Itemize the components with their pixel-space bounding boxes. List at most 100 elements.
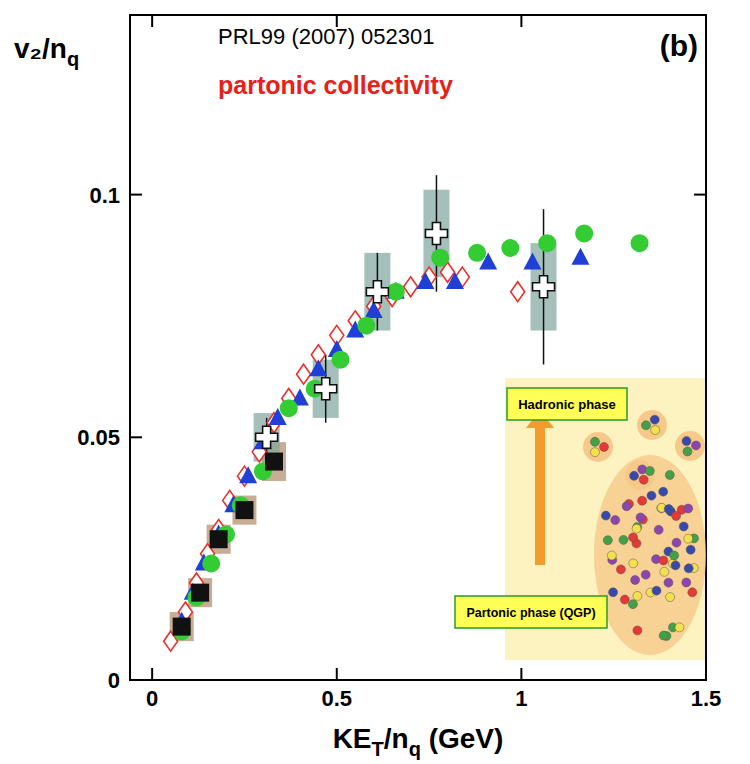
- point-circle: [357, 317, 375, 335]
- point-circle: [575, 224, 593, 242]
- quark: [607, 551, 616, 560]
- x-tick: [520, 668, 522, 680]
- point-circle: [431, 249, 449, 267]
- point-diamond-open: [511, 282, 525, 302]
- quark: [638, 496, 647, 505]
- quark: [684, 534, 693, 543]
- x-axis-title-part: (GeV): [421, 723, 503, 754]
- quark: [620, 595, 629, 604]
- qgp-blob: [594, 455, 706, 655]
- x-axis-title-part: KE: [333, 723, 372, 754]
- quark: [590, 437, 599, 446]
- point-diamond-open: [404, 277, 418, 297]
- quark: [629, 533, 638, 542]
- partonic-label: Partonic phase (QGP): [466, 606, 595, 620]
- quark: [672, 511, 681, 520]
- headline: partonic collectivity: [218, 71, 453, 99]
- quark: [688, 588, 697, 597]
- quark: [630, 471, 639, 480]
- quark: [659, 631, 668, 640]
- point-cross-open: [366, 281, 388, 303]
- point-circle: [501, 239, 519, 257]
- quark: [654, 525, 663, 534]
- quark: [666, 593, 675, 602]
- y-tick-right: [694, 679, 706, 681]
- quark: [670, 551, 679, 560]
- point-triangle: [523, 253, 541, 270]
- hadron-haze: [583, 432, 613, 462]
- y-axis-title: v₂/nq: [14, 33, 79, 70]
- x-tick: [336, 668, 338, 680]
- point-triangle: [365, 301, 383, 318]
- quark: [647, 491, 656, 500]
- x-tick-top: [520, 15, 522, 27]
- point-cross-open: [425, 222, 447, 244]
- y-tick-right: [694, 194, 706, 196]
- y-tick: [130, 194, 142, 196]
- x-tick: [151, 668, 153, 680]
- x-axis-title: KET/nq (GeV): [333, 723, 504, 760]
- quark: [601, 511, 610, 520]
- hadron-haze: [675, 431, 705, 461]
- systematic-box: [232, 496, 256, 525]
- quark: [665, 470, 674, 479]
- quark: [659, 556, 668, 565]
- point-circle: [631, 234, 649, 252]
- x-axis-title-part: T: [372, 738, 384, 760]
- point-diamond-open: [297, 364, 311, 384]
- x-tick-label: 0.5: [321, 686, 352, 711]
- quark: [650, 415, 659, 424]
- point-triangle: [571, 248, 589, 265]
- chart: 00.050.100.511.5v₂/nqKET/nq (GeV)Hadroni…: [0, 0, 750, 764]
- x-tick: [705, 668, 707, 680]
- quark: [672, 538, 681, 547]
- quark: [631, 575, 640, 584]
- x-tick-label: 1.5: [691, 686, 722, 711]
- quark: [664, 505, 673, 514]
- quark: [659, 487, 668, 496]
- quark: [609, 588, 618, 597]
- point-circle: [202, 555, 220, 573]
- quark: [591, 448, 600, 457]
- hadronic-box: [507, 388, 627, 420]
- partonic-box: [455, 596, 607, 628]
- y-tick: [130, 436, 142, 438]
- point-square: [173, 618, 191, 636]
- point-triangle: [446, 272, 464, 289]
- quark: [675, 623, 684, 632]
- point-circle: [387, 283, 405, 301]
- hadron-haze: [625, 460, 655, 490]
- quark: [619, 535, 628, 544]
- x-tick-label: 0: [146, 686, 158, 711]
- quark: [633, 626, 642, 635]
- quark: [645, 467, 654, 476]
- quark: [611, 516, 620, 525]
- plot-frame: [130, 15, 706, 680]
- point-square: [235, 501, 253, 519]
- quark: [664, 578, 673, 587]
- arrow-shaft: [535, 425, 545, 565]
- quark: [633, 591, 642, 600]
- quark: [639, 475, 648, 484]
- y-tick: [130, 679, 142, 681]
- x-axis-title-part: q: [409, 738, 421, 760]
- y-axis-title-part: v₂/n: [14, 33, 67, 64]
- quark: [684, 504, 693, 513]
- quark: [636, 513, 645, 522]
- quark: [683, 447, 692, 456]
- point-square: [210, 530, 228, 548]
- y-axis-title-part: q: [67, 48, 79, 70]
- quark: [641, 570, 650, 579]
- point-circle: [538, 234, 556, 252]
- point-circle: [468, 244, 486, 262]
- quark: [671, 561, 680, 570]
- quark: [622, 502, 631, 511]
- reference: PRL99 (2007) 052301: [218, 24, 435, 49]
- x-axis-title-part: /n: [384, 723, 409, 754]
- point-cross-open: [315, 378, 337, 400]
- quark: [629, 559, 638, 568]
- quark: [603, 536, 612, 545]
- point-circle: [280, 399, 298, 417]
- x-tick-label: 1: [515, 686, 527, 711]
- hadron-haze: [637, 410, 667, 440]
